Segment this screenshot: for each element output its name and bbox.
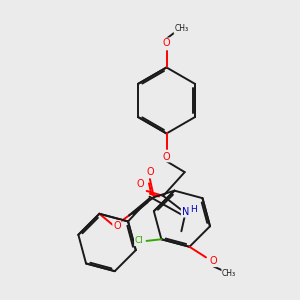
- Text: CH₃: CH₃: [174, 24, 188, 33]
- Text: H: H: [190, 205, 197, 214]
- Text: O: O: [137, 179, 145, 189]
- Text: O: O: [113, 221, 121, 231]
- Text: Cl: Cl: [135, 236, 144, 245]
- Text: O: O: [163, 152, 170, 162]
- Text: CH₃: CH₃: [222, 269, 236, 278]
- Text: O: O: [209, 256, 217, 266]
- Text: N: N: [182, 207, 189, 217]
- Text: O: O: [163, 38, 170, 48]
- Text: O: O: [146, 167, 154, 177]
